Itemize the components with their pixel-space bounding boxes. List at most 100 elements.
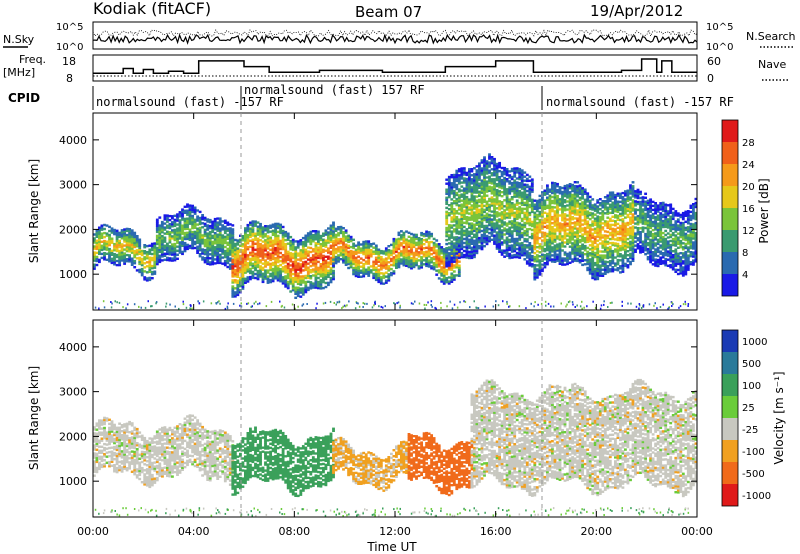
power-cell (254, 234, 257, 237)
power-cell (558, 254, 562, 257)
power-cell (208, 253, 212, 256)
power-cell (322, 244, 325, 247)
power-cell (362, 275, 366, 278)
power-cell (322, 262, 325, 266)
power-cell (256, 249, 260, 253)
power-cell (226, 251, 230, 255)
power-cell (586, 256, 590, 260)
power-cell (460, 207, 464, 210)
power-cell (186, 245, 189, 249)
power-cell (269, 262, 273, 266)
power-cell (173, 214, 177, 217)
power-cell (573, 195, 577, 198)
power-cell (425, 246, 429, 249)
power-cell (231, 251, 235, 254)
power-cell (334, 241, 338, 245)
power-cell (201, 256, 205, 259)
power-cell (191, 216, 195, 220)
power-cell (166, 256, 169, 260)
power-cell (452, 177, 456, 181)
power-cell (339, 239, 343, 243)
power-cell (344, 263, 348, 266)
power-cell (563, 251, 567, 254)
power-cell (450, 272, 454, 275)
power-cell (485, 224, 489, 228)
power-cell (591, 204, 595, 207)
power-cell (598, 212, 602, 215)
power-cell (523, 211, 527, 215)
power-cell (500, 191, 504, 194)
power-cell (103, 256, 106, 259)
power-cell (603, 220, 607, 223)
power-cell (218, 217, 222, 220)
power-cell (515, 255, 519, 259)
power-cell (543, 199, 547, 202)
power-cell (598, 226, 602, 229)
power-cell (241, 249, 245, 252)
power-cell (249, 253, 252, 257)
power-cell (211, 252, 215, 256)
power-cell (407, 249, 411, 253)
power-cell (462, 187, 466, 190)
power-cell (155, 246, 159, 250)
power-cell (226, 259, 230, 263)
power-cell (163, 236, 167, 239)
power-cell (304, 274, 308, 278)
power-cell (553, 182, 557, 185)
power-cell (281, 268, 285, 271)
power-cell (171, 249, 174, 252)
power-cell (236, 271, 240, 274)
power-cell (211, 254, 215, 258)
power-cell (241, 245, 245, 248)
power-cell (593, 227, 597, 230)
power-cell (452, 228, 456, 231)
power-cell (473, 195, 476, 198)
power-cell (344, 255, 348, 258)
power-cell (614, 200, 617, 203)
power-cell (301, 243, 305, 246)
power-cell (611, 223, 615, 227)
power-cell (457, 212, 461, 215)
power-cell (196, 223, 200, 226)
power-cell (342, 255, 345, 258)
power-cell (410, 232, 413, 236)
power-cell (181, 230, 184, 233)
power-cell (286, 270, 290, 274)
power-cell (259, 243, 262, 246)
power-cell (221, 238, 225, 241)
power-cell (344, 239, 348, 242)
power-cell (123, 232, 127, 235)
power-cell (259, 235, 262, 238)
power-cell (264, 265, 267, 268)
power-cell (133, 241, 137, 245)
power-cell (231, 291, 235, 294)
power-cell (241, 257, 245, 260)
power-cell (198, 242, 202, 246)
power-cell (155, 256, 159, 260)
power-cell (490, 210, 494, 213)
power-cell (468, 254, 471, 258)
power-cell (548, 196, 552, 199)
power-cell (447, 246, 451, 249)
power-cell (261, 236, 265, 239)
power-cell (468, 200, 471, 203)
power-cell (334, 239, 338, 243)
power-cell (621, 240, 625, 243)
power-cell (231, 246, 235, 249)
power-cell (573, 185, 577, 188)
power-cell (347, 236, 351, 239)
power-cell (294, 240, 298, 243)
power-cell (571, 183, 575, 187)
power-cell (279, 239, 283, 243)
power-cell (233, 279, 237, 282)
power-cell (271, 255, 275, 259)
power-cell (445, 196, 449, 199)
power-cell (621, 266, 625, 269)
nsky-panel: N.Sky 10^5 10^0 10^5 10^0 N.Search (3, 21, 796, 53)
power-cell (546, 255, 549, 258)
power-cell (347, 258, 351, 262)
power-cell (98, 242, 101, 245)
power-cell (201, 236, 205, 239)
power-cell (178, 251, 182, 254)
power-cell (213, 242, 217, 245)
